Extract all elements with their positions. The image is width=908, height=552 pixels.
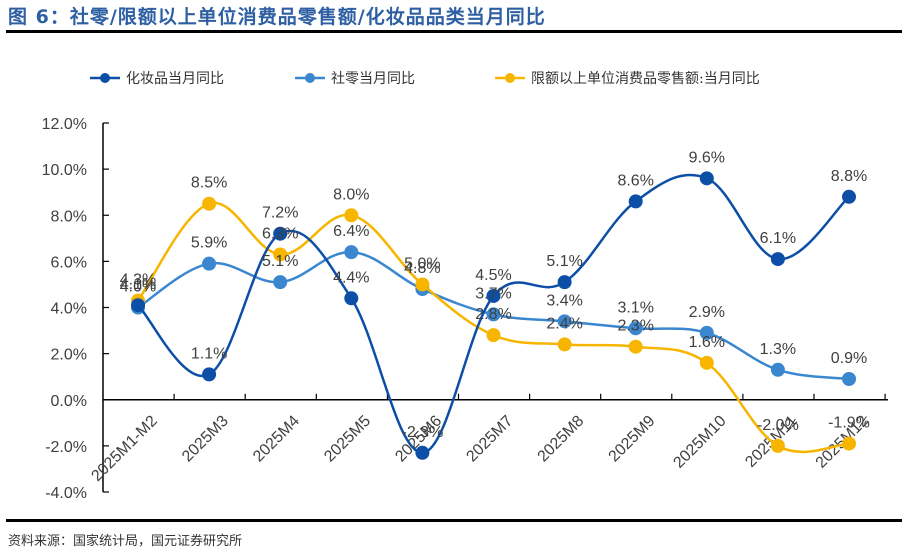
data-point <box>273 247 288 262</box>
data-label: -1.9% <box>828 415 870 432</box>
x-tick-label: 2025M1-M2 <box>88 412 160 484</box>
data-point <box>699 325 714 340</box>
x-tick-label: 2025M10 <box>670 412 729 471</box>
data-point <box>486 328 501 343</box>
data-label: 4.4% <box>333 269 369 286</box>
y-tick-label: 0.0% <box>51 393 87 410</box>
axes: 12.0% 10.0% 8.0% 6.0% 4.0% 2.0% 0.0% -2.0% -4.0%… <box>42 116 888 502</box>
source-note: 资料来源：国家统计局，国元证券研究所 <box>8 534 243 549</box>
legend-label-2: 限额以上单位消费品零售额:当月同比 <box>531 71 760 87</box>
data-point <box>628 321 643 336</box>
figure-title: 图 6：社零/限额以上单位消费品零售额/化妆品品类当月同比 <box>8 6 546 28</box>
data-label: 0.9% <box>831 350 867 367</box>
data-point <box>770 438 785 453</box>
y-tick-label: 10.0% <box>42 162 87 179</box>
data-label: 5.0% <box>404 255 440 272</box>
data-label: -2.0% <box>757 417 799 434</box>
data-point <box>842 371 856 386</box>
series-line-2 <box>136 201 850 454</box>
y-tick-label: 6.0% <box>51 254 87 271</box>
data-label: 2.3% <box>617 318 653 335</box>
data-point <box>842 189 856 204</box>
data-point <box>557 314 572 329</box>
data-label: 2.4% <box>546 315 582 332</box>
data-label: 7.2% <box>262 205 298 222</box>
data-label: 4.3% <box>120 272 156 289</box>
data-point <box>131 298 145 313</box>
data-label: 2.8% <box>475 306 511 323</box>
data-point <box>699 355 714 370</box>
data-point <box>486 288 501 303</box>
data-label: 4.0% <box>120 279 156 296</box>
data-point <box>486 307 501 322</box>
data-point <box>202 367 217 382</box>
data-label: 5.1% <box>262 253 298 270</box>
data-labels: 4.1% 1.1% 7.2% 4.4% -2.3% 4.5% 5.1% 8.6% 9.6% 6.1… <box>120 149 870 440</box>
data-point <box>202 256 217 271</box>
legend-label-1: 社零当月同比 <box>331 71 415 87</box>
legend-marker-1 <box>305 73 315 83</box>
data-point <box>557 275 572 290</box>
data-label: 6.4% <box>333 223 369 240</box>
data-point <box>344 245 359 260</box>
top-rule <box>6 30 902 33</box>
data-label: 3.1% <box>617 299 653 316</box>
y-tick-label: 4.0% <box>51 301 87 318</box>
y-tick-label: -4.0% <box>45 485 87 502</box>
legend-marker-0 <box>100 73 110 83</box>
x-tick-label: 2025M7 <box>463 412 516 465</box>
x-tick-label: 2025M9 <box>606 412 659 465</box>
data-label: 5.9% <box>191 235 227 252</box>
data-point <box>273 226 288 241</box>
y-tick-label: 12.0% <box>42 116 87 133</box>
series-layer <box>131 171 856 460</box>
data-label: 9.6% <box>689 149 725 166</box>
bottom-rule <box>6 519 902 522</box>
data-label: 4.5% <box>475 267 511 284</box>
data-label: 6.3% <box>262 225 298 242</box>
data-point <box>415 277 430 292</box>
data-label: 8.6% <box>617 172 653 189</box>
line-chart: 化妆品当月同比 社零当月同比 限额以上单位消费品零售额:当月同比 12.0% 10.0… <box>42 71 888 502</box>
data-point <box>273 275 288 290</box>
data-point <box>842 436 856 451</box>
data-label: 1.6% <box>689 334 725 351</box>
data-label: 4.1% <box>120 276 156 293</box>
legend: 化妆品当月同比 社零当月同比 限额以上单位消费品零售额:当月同比 <box>90 71 760 87</box>
data-point <box>415 445 430 460</box>
x-tick-label: 2025M4 <box>250 412 303 465</box>
legend-marker-2 <box>505 73 515 83</box>
data-label: 1.1% <box>191 345 227 362</box>
data-label: 8.5% <box>191 175 227 192</box>
data-label: 1.3% <box>760 341 796 358</box>
data-label: 6.1% <box>760 230 796 247</box>
x-tick-label: 2025M5 <box>321 412 374 465</box>
data-point <box>557 337 572 352</box>
y-tick-label: 2.0% <box>51 347 87 364</box>
data-point <box>770 362 785 377</box>
data-point <box>344 291 359 306</box>
data-label: 8.8% <box>831 168 867 185</box>
series-line-0 <box>137 173 850 455</box>
data-point <box>628 339 643 354</box>
x-tick-label: 2025M8 <box>535 412 588 465</box>
data-label: 2.9% <box>689 304 725 321</box>
data-label: 5.1% <box>546 253 582 270</box>
data-point <box>344 208 359 223</box>
data-point <box>699 171 714 186</box>
data-label: 3.4% <box>546 292 582 309</box>
data-point <box>628 194 643 209</box>
data-point <box>202 196 217 211</box>
data-label: 4.8% <box>404 260 440 277</box>
data-label: -2.3% <box>402 424 444 441</box>
data-point <box>770 252 785 267</box>
y-tick-label: 8.0% <box>51 208 87 225</box>
data-label: 3.7% <box>475 285 511 302</box>
x-tick-label: 2025M3 <box>179 412 232 465</box>
legend-label-0: 化妆品当月同比 <box>126 71 224 87</box>
y-tick-label: -2.0% <box>45 439 87 456</box>
data-label: 8.0% <box>333 186 369 203</box>
